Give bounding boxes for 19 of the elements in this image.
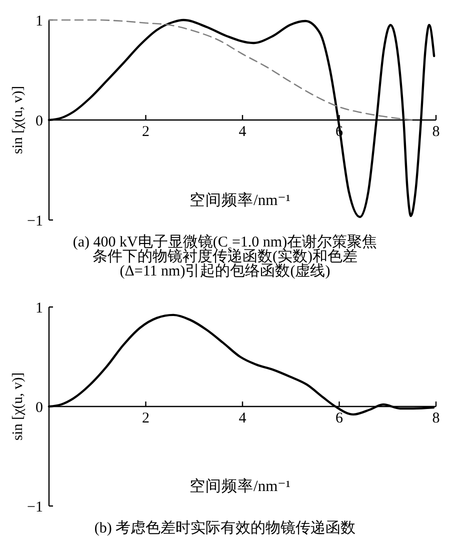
- y-tick-label: 0: [36, 113, 43, 130]
- x-tick-label: 4: [238, 410, 247, 426]
- y-tick-label: −1: [27, 213, 43, 230]
- x-tick-label: 4: [238, 124, 247, 140]
- text: (b) 考虑色差时实际有效的物镜传递函数: [94, 520, 356, 536]
- y-axis-title: sin [χ(u, v)]: [10, 372, 26, 441]
- x-tick-label: 2: [142, 124, 150, 140]
- x-tick-label: 2: [142, 410, 150, 426]
- y-tick-label: −1: [27, 499, 43, 516]
- y-tick-label: 1: [36, 13, 43, 30]
- x-tick-label: 8: [432, 124, 440, 140]
- y-tick-label: 1: [36, 300, 43, 316]
- y-tick-label: 0: [36, 400, 43, 416]
- x-axis-title: 空间频率/nm⁻¹: [190, 477, 291, 495]
- line-series: [48, 19, 412, 121]
- x-axis-title: 空间频率/nm⁻¹: [190, 191, 291, 209]
- y-axis-title: sin [χ(u, v)]: [10, 86, 26, 154]
- x-tick-label: 8: [432, 410, 440, 426]
- x-tick-label: 6: [336, 410, 344, 426]
